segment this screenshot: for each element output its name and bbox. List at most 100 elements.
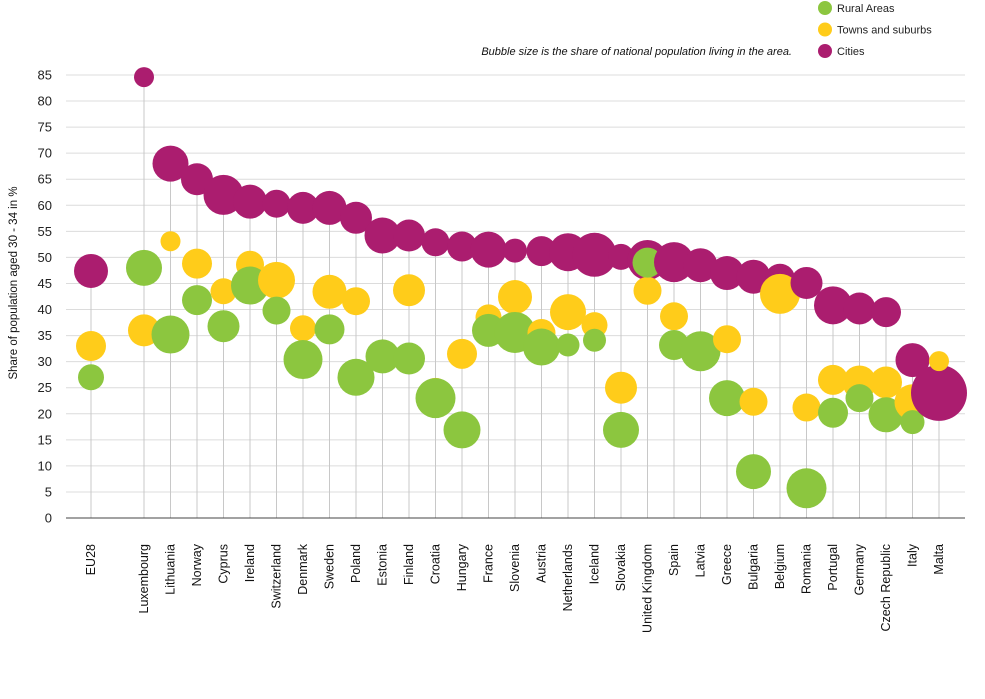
- bubbles: [74, 67, 967, 509]
- bubble-rural-areas: [680, 331, 721, 372]
- bubble-rural-areas: [365, 339, 400, 374]
- y-tick-label: 30: [38, 354, 52, 369]
- y-tick-label: 55: [38, 224, 52, 239]
- bubble-towns-and-suburbs: [76, 331, 106, 362]
- x-category-label: Luxembourg: [137, 544, 151, 614]
- x-category-label: Romania: [800, 544, 814, 594]
- bubble-rural-areas: [262, 296, 291, 325]
- bubble-rural-areas: [786, 468, 827, 509]
- bubble-cities: [287, 191, 319, 224]
- bubble-towns-and-suburbs: [447, 338, 477, 369]
- y-tick-label: 20: [38, 406, 52, 421]
- y-tick-label: 80: [38, 94, 52, 109]
- y-tick-label: 15: [38, 432, 52, 447]
- bubble-cities: [572, 232, 617, 277]
- legend-marker: [818, 1, 832, 15]
- x-category-label: Slovenia: [508, 544, 522, 592]
- bubble-rural-areas: [393, 342, 425, 375]
- bubble-rural-areas: [845, 384, 874, 413]
- x-category-label: EU28: [84, 544, 98, 575]
- legend-label: Towns and suburbs: [837, 25, 932, 37]
- y-tick-label: 5: [45, 484, 52, 499]
- x-category-label: Croatia: [429, 544, 443, 584]
- x-category-label: United Kingdom: [641, 544, 655, 633]
- bubble-rural-areas: [337, 358, 375, 396]
- y-tick-label: 45: [38, 276, 52, 291]
- legend-label: Rural Areas: [837, 3, 895, 15]
- x-category-label: Hungary: [455, 543, 469, 591]
- bubble-towns-and-suburbs: [633, 276, 662, 305]
- x-category-label: Portugal: [826, 544, 840, 591]
- bubble-cities: [262, 189, 291, 218]
- x-category-label: Czech Republic: [879, 544, 893, 632]
- x-category-label: Poland: [349, 544, 363, 583]
- bubble-towns-and-suburbs: [258, 261, 295, 299]
- bubble-towns-and-suburbs: [342, 287, 370, 316]
- bubble-cities: [340, 201, 372, 234]
- bubble-cities: [710, 256, 744, 291]
- x-category-label: France: [482, 544, 496, 583]
- x-category-label: Spain: [667, 544, 681, 576]
- bubble-rural-areas: [78, 364, 104, 391]
- x-category-label: Germany: [853, 543, 867, 595]
- bubble-rural-areas: [523, 328, 560, 366]
- bubble-rural-areas: [283, 340, 323, 380]
- y-tick-label: 60: [38, 198, 52, 213]
- x-category-label: Cyprus: [217, 544, 231, 584]
- bubble-rural-areas: [314, 314, 345, 345]
- bubble-towns-and-suburbs: [760, 273, 800, 314]
- legend-marker: [818, 22, 832, 37]
- bubble-cities: [790, 266, 823, 299]
- x-category-label: Denmark: [296, 543, 310, 594]
- y-tick-label: 65: [38, 172, 52, 187]
- x-category-label: Sweden: [323, 544, 337, 589]
- x-category-label: Finland: [402, 544, 416, 585]
- bubble-cities: [814, 286, 852, 325]
- chart-note: Bubble size is the share of national pop…: [481, 46, 792, 58]
- bubble-cities: [233, 184, 267, 219]
- bubble-rural-areas: [415, 378, 456, 419]
- bubble-rural-areas: [632, 247, 663, 278]
- bubble-cities: [421, 228, 450, 257]
- legend-label: Cities: [837, 46, 865, 58]
- y-tick-label: 25: [38, 380, 52, 395]
- bubble-towns-and-suburbs: [792, 393, 821, 422]
- bubble-towns-and-suburbs: [312, 274, 347, 309]
- x-category-label: Greece: [720, 544, 734, 585]
- bubble-rural-areas: [709, 380, 745, 417]
- bubble-cities: [152, 145, 189, 182]
- bubble-rural-areas: [556, 333, 580, 357]
- x-category-label: Bulgaria: [747, 544, 761, 590]
- bubble-cities: [447, 231, 477, 262]
- bubble-towns-and-suburbs: [210, 278, 237, 305]
- x-category-label: Netherlands: [561, 544, 575, 611]
- bubble-rural-areas: [900, 410, 925, 435]
- y-tick-label: 70: [38, 146, 52, 161]
- bubble-cities: [871, 297, 901, 328]
- x-category-label: Malta: [932, 544, 946, 575]
- x-category-label: Belgium: [773, 544, 787, 589]
- bubble-towns-and-suburbs: [660, 302, 688, 331]
- bubble-towns-and-suburbs: [929, 351, 949, 372]
- x-category-label: Estonia: [376, 544, 390, 586]
- bubble-towns-and-suburbs: [870, 366, 902, 399]
- x-category-label: Norway: [190, 543, 204, 586]
- x-category-label: Austria: [535, 544, 549, 583]
- y-axis-ticks: 0 5 10 15 20 25 30 35 40 45 50 55 60 65 70 75 80 85: [38, 68, 52, 526]
- bubble-towns-and-suburbs: [605, 371, 637, 404]
- bubble-rural-areas: [736, 454, 771, 490]
- bubble-cities: [608, 243, 634, 270]
- x-category-label: Ireland: [243, 544, 257, 582]
- y-tick-label: 75: [38, 120, 52, 135]
- y-tick-label: 35: [38, 328, 52, 343]
- x-category-label: Italy: [906, 543, 920, 567]
- bubble-cities: [393, 219, 425, 252]
- legend-marker: [818, 44, 832, 58]
- bubble-cities: [181, 163, 213, 196]
- bubble-cities: [134, 67, 154, 88]
- bubble-cities: [683, 248, 718, 283]
- x-category-label: Slovakia: [614, 544, 628, 591]
- bubble-towns-and-suburbs: [818, 364, 848, 395]
- bubble-rural-areas: [443, 411, 481, 449]
- bubble-rural-areas: [818, 397, 848, 428]
